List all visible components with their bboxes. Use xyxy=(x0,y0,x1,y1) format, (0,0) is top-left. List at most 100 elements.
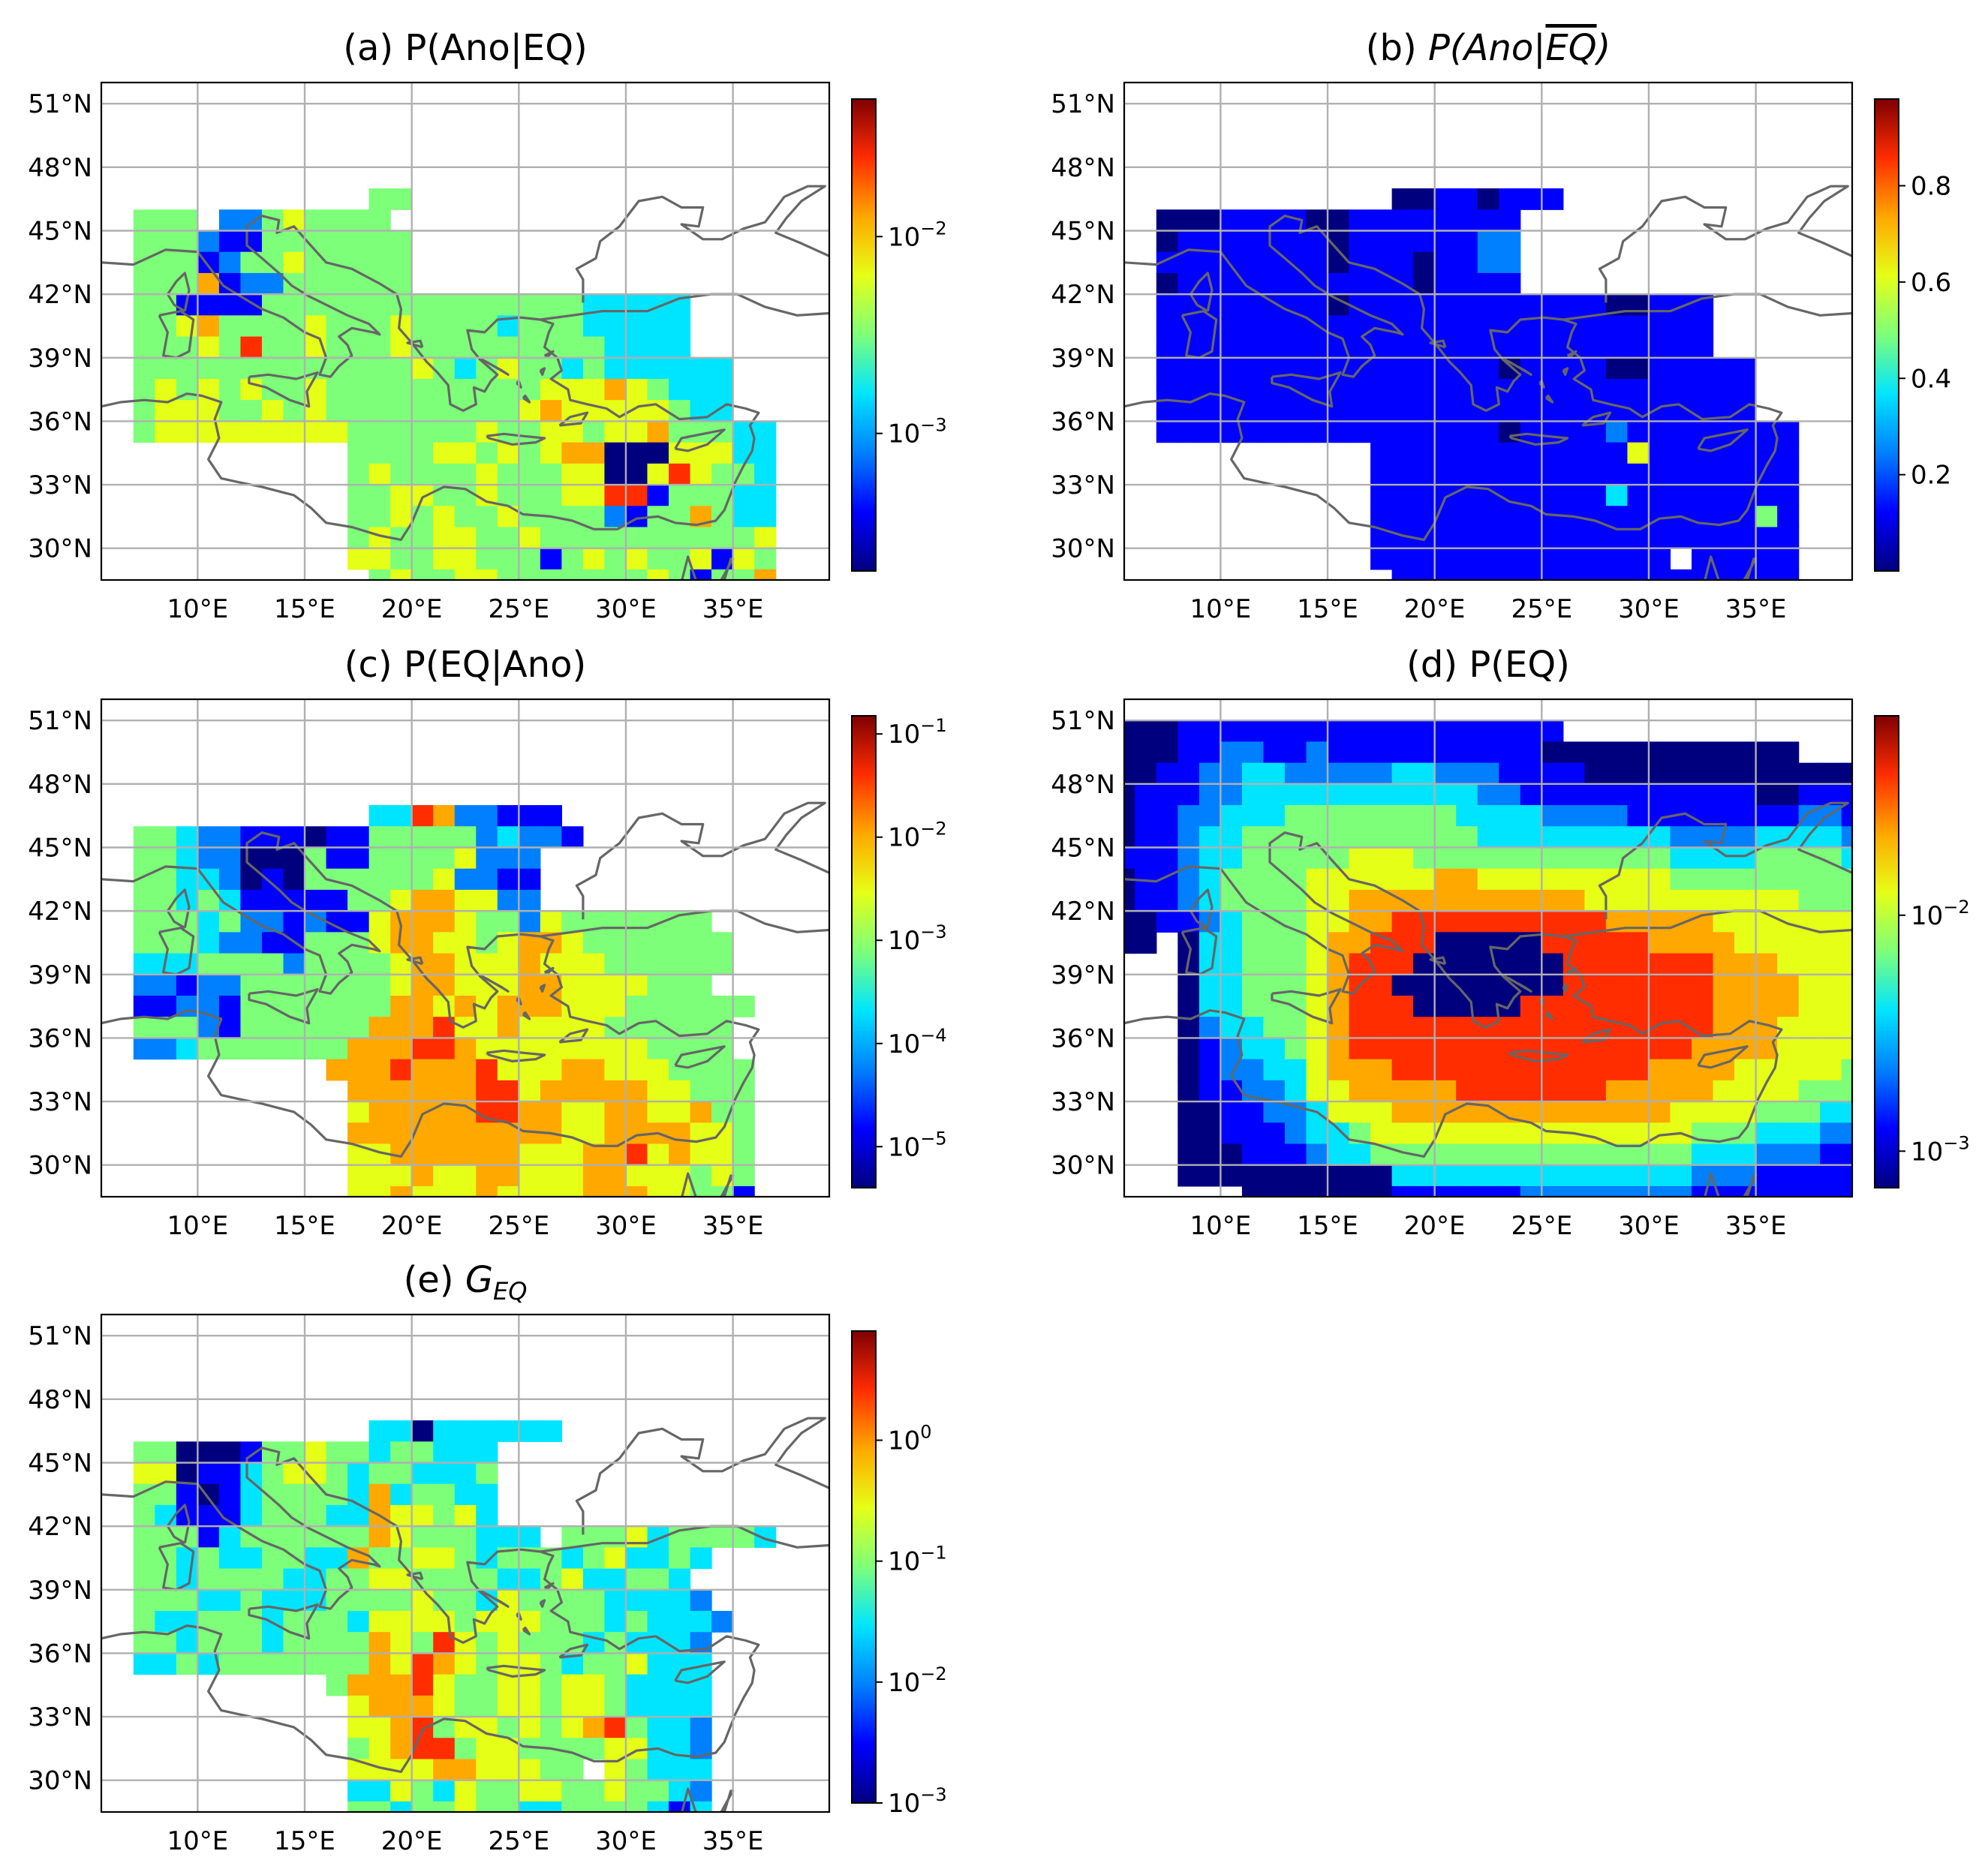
heatmap-cell xyxy=(1220,911,1243,933)
heatmap-cell xyxy=(240,995,263,1017)
heatmap-cell xyxy=(669,485,691,506)
heatmap-cell xyxy=(1562,569,1585,580)
heatmap-cell xyxy=(1692,357,1714,380)
heatmap-cell xyxy=(433,1441,456,1464)
heatmap-cell xyxy=(1370,762,1393,785)
heatmap-cell xyxy=(604,569,627,580)
heatmap-cell xyxy=(476,1738,498,1760)
heatmap-cell xyxy=(368,1568,391,1591)
heatmap-cell xyxy=(283,251,305,274)
heatmap-cell xyxy=(1220,1143,1243,1166)
heatmap-cell xyxy=(1841,805,1852,827)
heatmap-cell xyxy=(1391,953,1414,975)
heatmap-cell xyxy=(1520,762,1542,785)
heatmap-cell xyxy=(540,1101,562,1123)
heatmap-cell xyxy=(604,421,627,443)
heatmap-cell xyxy=(1777,847,1800,870)
heatmap-cell xyxy=(561,826,584,849)
heatmap-cell xyxy=(519,1185,541,1197)
heatmap-cell xyxy=(433,1420,456,1442)
lat-tick-label: 33°N xyxy=(28,1702,92,1732)
heatmap-cell xyxy=(347,506,370,528)
heatmap-cell xyxy=(1306,378,1328,401)
heatmap-cell xyxy=(326,378,348,401)
heatmap-cell xyxy=(1584,868,1607,891)
heatmap-cell xyxy=(347,548,370,570)
heatmap-cell xyxy=(433,1080,456,1102)
heatmap-cell xyxy=(1434,1143,1457,1166)
heatmap-cell xyxy=(561,294,584,316)
coastline xyxy=(540,293,829,321)
heatmap-cell xyxy=(1670,1038,1692,1060)
heatmap-cell xyxy=(197,1547,220,1570)
heatmap-cell xyxy=(1456,741,1478,764)
heatmap-cell xyxy=(390,1185,413,1197)
heatmap-cell xyxy=(155,378,177,401)
heatmap-cell xyxy=(1670,1164,1692,1187)
heatmap-cell xyxy=(519,1780,541,1802)
heatmap-cell xyxy=(1477,720,1499,743)
heatmap-cell xyxy=(669,1717,691,1738)
heatmap-cell xyxy=(390,847,413,870)
heatmap-cell xyxy=(1135,932,1157,954)
coastline xyxy=(481,359,510,376)
heatmap-cell xyxy=(1349,720,1371,743)
heatmap-cell xyxy=(1584,527,1607,549)
coastline xyxy=(522,394,531,404)
heatmap-cell xyxy=(497,995,519,1017)
heatmap-cell xyxy=(519,294,541,316)
heatmap-cell xyxy=(1520,294,1542,316)
heatmap-cell xyxy=(1477,889,1499,912)
heatmap-cell xyxy=(604,294,627,316)
heatmap-cell xyxy=(582,1653,606,1675)
heatmap-cell xyxy=(218,995,242,1017)
lon-tick-label: 30°E xyxy=(595,594,657,624)
coastline xyxy=(1544,1011,1554,1020)
heatmap-cell xyxy=(1370,1017,1393,1038)
heatmap-cell xyxy=(1177,995,1200,1017)
heatmap-cell xyxy=(1648,1059,1671,1081)
heatmap-cell xyxy=(647,974,669,996)
heatmap-cell xyxy=(1177,1122,1200,1145)
heatmap-cell xyxy=(669,974,691,996)
heatmap-cell xyxy=(476,527,498,549)
lat-tick-label: 39°N xyxy=(1051,960,1115,990)
heatmap-cell xyxy=(1692,932,1714,954)
heatmap-cell xyxy=(497,1164,519,1187)
heatmap-cell xyxy=(454,294,477,316)
heatmap-cell xyxy=(1263,762,1286,785)
heatmap-cell xyxy=(476,1695,498,1717)
heatmap-cell xyxy=(476,1759,498,1781)
colorbar-tick-label: 10−3 xyxy=(888,921,947,956)
heatmap-cell xyxy=(1520,1080,1542,1102)
heatmap-cell xyxy=(476,868,498,891)
heatmap-cell xyxy=(1841,1164,1852,1187)
heatmap-cell xyxy=(1777,1101,1800,1123)
heatmap-cell xyxy=(519,1059,541,1081)
heatmap-cell xyxy=(390,251,413,274)
heatmap-cell xyxy=(133,1610,155,1633)
heatmap-cell xyxy=(1670,442,1692,464)
lon-tick-label: 35°E xyxy=(702,1211,764,1241)
heatmap-cell xyxy=(1755,527,1778,549)
heatmap-cell xyxy=(1434,1185,1457,1197)
heatmap-cell xyxy=(1328,1143,1350,1166)
heatmap-cell xyxy=(690,1080,712,1102)
heatmap-cell xyxy=(1413,548,1436,570)
heatmap-cell xyxy=(368,1059,391,1081)
heatmap-cell xyxy=(1391,188,1414,210)
heatmap-cell xyxy=(476,805,498,827)
heatmap-cell xyxy=(1391,400,1414,422)
heatmap-cell xyxy=(476,315,498,338)
heatmap-cell xyxy=(1456,230,1478,253)
heatmap-cell xyxy=(625,953,648,975)
coastline xyxy=(166,272,191,313)
heatmap-cell xyxy=(1306,1164,1328,1187)
heatmap-cell xyxy=(1177,889,1200,912)
heatmap-cell xyxy=(176,209,198,232)
heatmap-cell xyxy=(561,1059,584,1081)
heatmap-cell xyxy=(497,527,519,549)
heatmap-cell xyxy=(1648,336,1671,359)
heatmap-cell xyxy=(1841,1080,1852,1102)
heatmap-cell xyxy=(368,400,391,422)
